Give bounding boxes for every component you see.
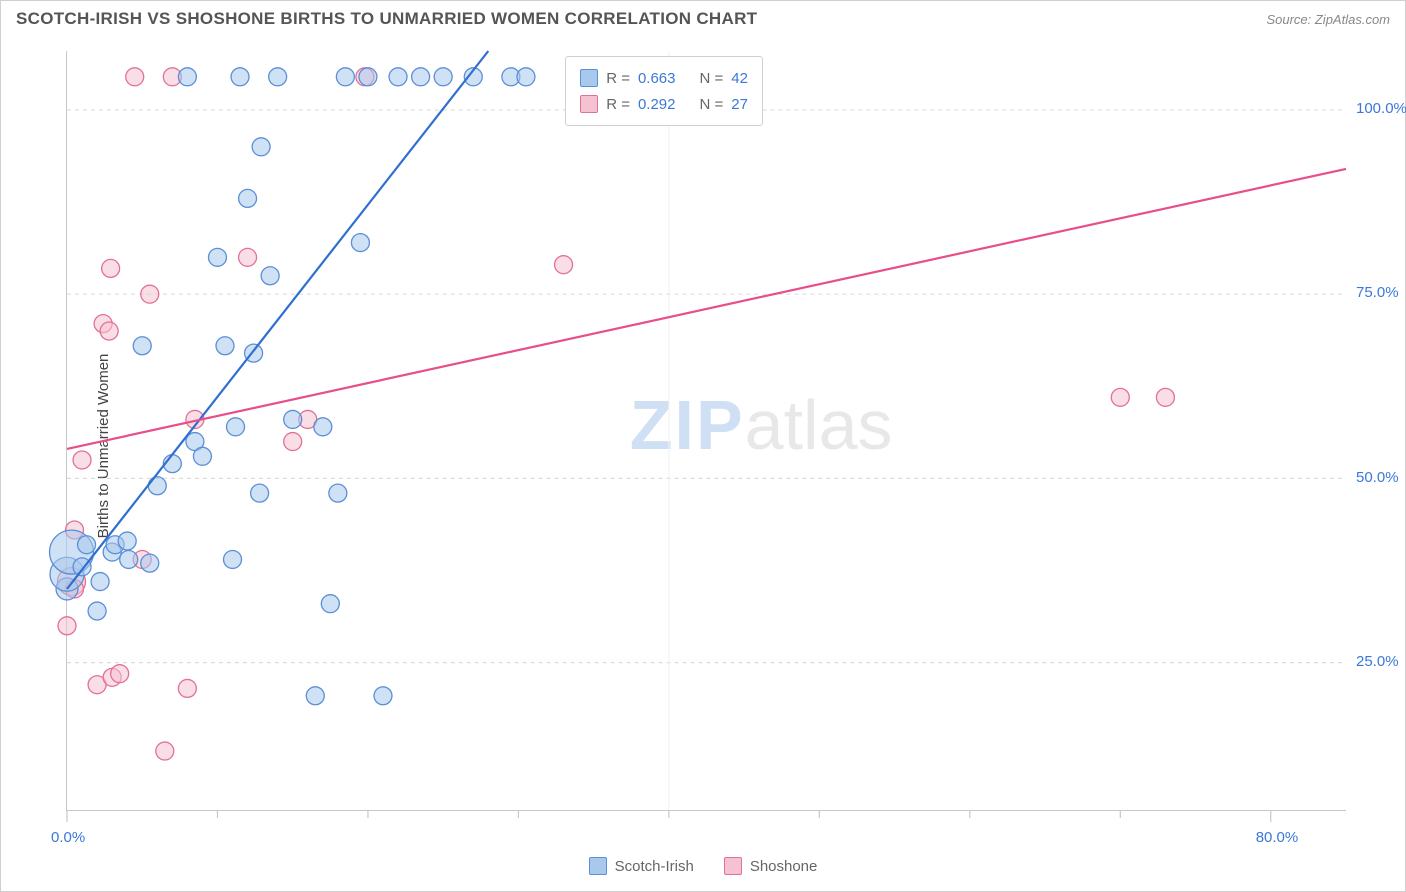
n-label: N =: [700, 70, 724, 87]
n-value: 27: [731, 96, 748, 113]
stats-legend: R = 0.663 N = 42 R = 0.292 N = 27: [565, 56, 763, 126]
swatch-icon: [580, 69, 598, 87]
title-bar: SCOTCH-IRISH VS SHOSHONE BIRTHS TO UNMAR…: [16, 9, 1390, 29]
n-value: 42: [731, 70, 748, 87]
correlation-chart: SCOTCH-IRISH VS SHOSHONE BIRTHS TO UNMAR…: [0, 0, 1406, 892]
chart-source: Source: ZipAtlas.com: [1266, 12, 1390, 27]
x-tick-label-80: 80.0%: [1256, 829, 1299, 846]
legend-label: Shoshone: [750, 858, 818, 875]
stats-row-scotch-irish: R = 0.663 N = 42: [580, 65, 748, 91]
legend-label: Scotch-Irish: [615, 858, 694, 875]
n-label: N =: [700, 96, 724, 113]
y-tick-label-75: 75.0%: [1356, 284, 1399, 301]
y-tick-label-50: 50.0%: [1356, 469, 1399, 486]
stats-row-shoshone: R = 0.292 N = 27: [580, 91, 748, 117]
r-value: 0.292: [638, 96, 676, 113]
plot-area: ZIPatlas: [66, 51, 1346, 811]
swatch-icon: [580, 95, 598, 113]
legend-item-shoshone[interactable]: Shoshone: [724, 857, 818, 875]
r-label: R =: [606, 96, 630, 113]
r-value: 0.663: [638, 70, 676, 87]
y-tick-label-25: 25.0%: [1356, 653, 1399, 670]
swatch-icon: [589, 857, 607, 875]
y-tick-label-100: 100.0%: [1356, 100, 1406, 117]
r-label: R =: [606, 70, 630, 87]
series-legend: Scotch-Irish Shoshone: [1, 857, 1405, 875]
swatch-icon: [724, 857, 742, 875]
x-tick-label-0: 0.0%: [51, 829, 85, 846]
legend-item-scotch-irish[interactable]: Scotch-Irish: [589, 857, 694, 875]
plot-svg: [67, 51, 1346, 810]
chart-title: SCOTCH-IRISH VS SHOSHONE BIRTHS TO UNMAR…: [16, 9, 757, 29]
